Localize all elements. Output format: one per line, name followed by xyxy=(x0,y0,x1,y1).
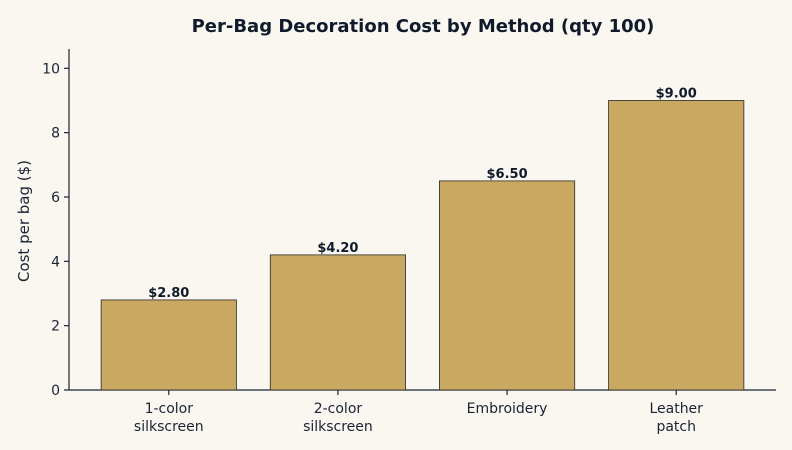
data-label: $4.20 xyxy=(317,241,358,256)
x-tick-label: 2-color xyxy=(314,401,363,417)
plot-area: 0 2 4 6 8 10 $2.80 1-color silkscreen $4.20 2-colo… xyxy=(42,49,776,435)
y-tick-label: 0 xyxy=(51,383,60,399)
data-label: $9.00 xyxy=(656,86,697,101)
y-tick-label: 10 xyxy=(42,61,60,77)
x-tick-label: Leather xyxy=(649,401,703,417)
y-tick-label: 8 xyxy=(51,126,60,142)
bar xyxy=(608,100,745,391)
y-tick-label: 2 xyxy=(51,319,60,335)
x-tick-label: silkscreen xyxy=(134,419,204,435)
x-tick-label: 1-color xyxy=(145,401,194,417)
x-tick-label: silkscreen xyxy=(303,419,373,435)
y-tick-label: 6 xyxy=(51,190,60,206)
bar xyxy=(269,254,406,391)
bar xyxy=(439,180,576,391)
y-tick-label: 4 xyxy=(51,254,60,270)
bar xyxy=(100,299,237,391)
x-tick-label: Embroidery xyxy=(467,401,548,417)
chart-title: Per-Bag Decoration Cost by Method (qty 1… xyxy=(192,16,655,37)
y-axis-label: Cost per bag ($) xyxy=(15,160,33,282)
data-label: $6.50 xyxy=(487,167,528,182)
x-tick-label: patch xyxy=(656,419,696,435)
data-label: $2.80 xyxy=(148,286,189,301)
